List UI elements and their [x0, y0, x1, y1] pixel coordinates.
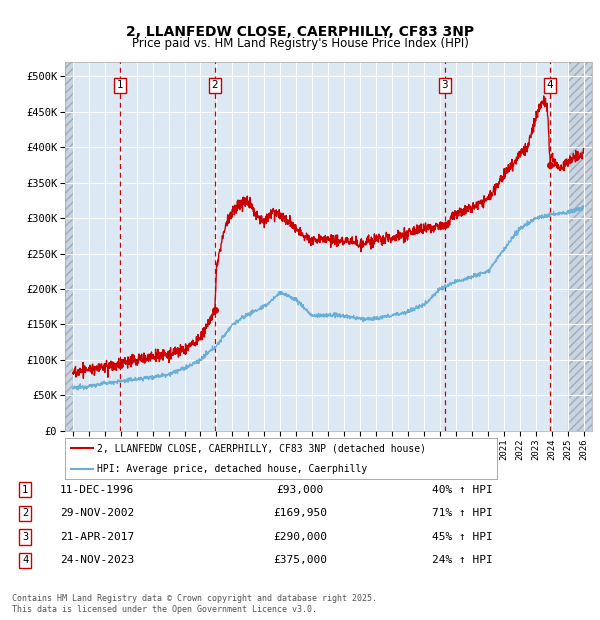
Bar	[65, 62, 73, 431]
Text: £93,000: £93,000	[277, 485, 323, 495]
Text: 2, LLANFEDW CLOSE, CAERPHILLY, CF83 3NP: 2, LLANFEDW CLOSE, CAERPHILLY, CF83 3NP	[126, 25, 474, 39]
Text: 2, LLANFEDW CLOSE, CAERPHILLY, CF83 3NP (detached house): 2, LLANFEDW CLOSE, CAERPHILLY, CF83 3NP …	[97, 443, 426, 453]
Text: 2: 2	[212, 81, 218, 91]
Text: 45% ↑ HPI: 45% ↑ HPI	[432, 532, 493, 542]
Text: £375,000: £375,000	[273, 556, 327, 565]
Bar	[568, 62, 592, 431]
Text: 40% ↑ HPI: 40% ↑ HPI	[432, 485, 493, 495]
Text: £169,950: £169,950	[273, 508, 327, 518]
Text: 3: 3	[22, 532, 28, 542]
Text: 3: 3	[442, 81, 448, 91]
Text: 21-APR-2017: 21-APR-2017	[60, 532, 134, 542]
Text: Contains HM Land Registry data © Crown copyright and database right 2025.
This d: Contains HM Land Registry data © Crown c…	[12, 595, 377, 614]
Text: 4: 4	[22, 556, 28, 565]
Text: 11-DEC-1996: 11-DEC-1996	[60, 485, 134, 495]
Text: 24-NOV-2023: 24-NOV-2023	[60, 556, 134, 565]
Text: 4: 4	[547, 81, 553, 91]
Text: HPI: Average price, detached house, Caerphilly: HPI: Average price, detached house, Caer…	[97, 464, 367, 474]
Bar	[65, 62, 73, 431]
Text: 71% ↑ HPI: 71% ↑ HPI	[432, 508, 493, 518]
Text: 2: 2	[22, 508, 28, 518]
Bar	[568, 62, 592, 431]
Text: 29-NOV-2002: 29-NOV-2002	[60, 508, 134, 518]
Text: 1: 1	[22, 485, 28, 495]
Text: 24% ↑ HPI: 24% ↑ HPI	[432, 556, 493, 565]
Text: £290,000: £290,000	[273, 532, 327, 542]
Text: Price paid vs. HM Land Registry's House Price Index (HPI): Price paid vs. HM Land Registry's House …	[131, 37, 469, 50]
Text: 1: 1	[116, 81, 123, 91]
